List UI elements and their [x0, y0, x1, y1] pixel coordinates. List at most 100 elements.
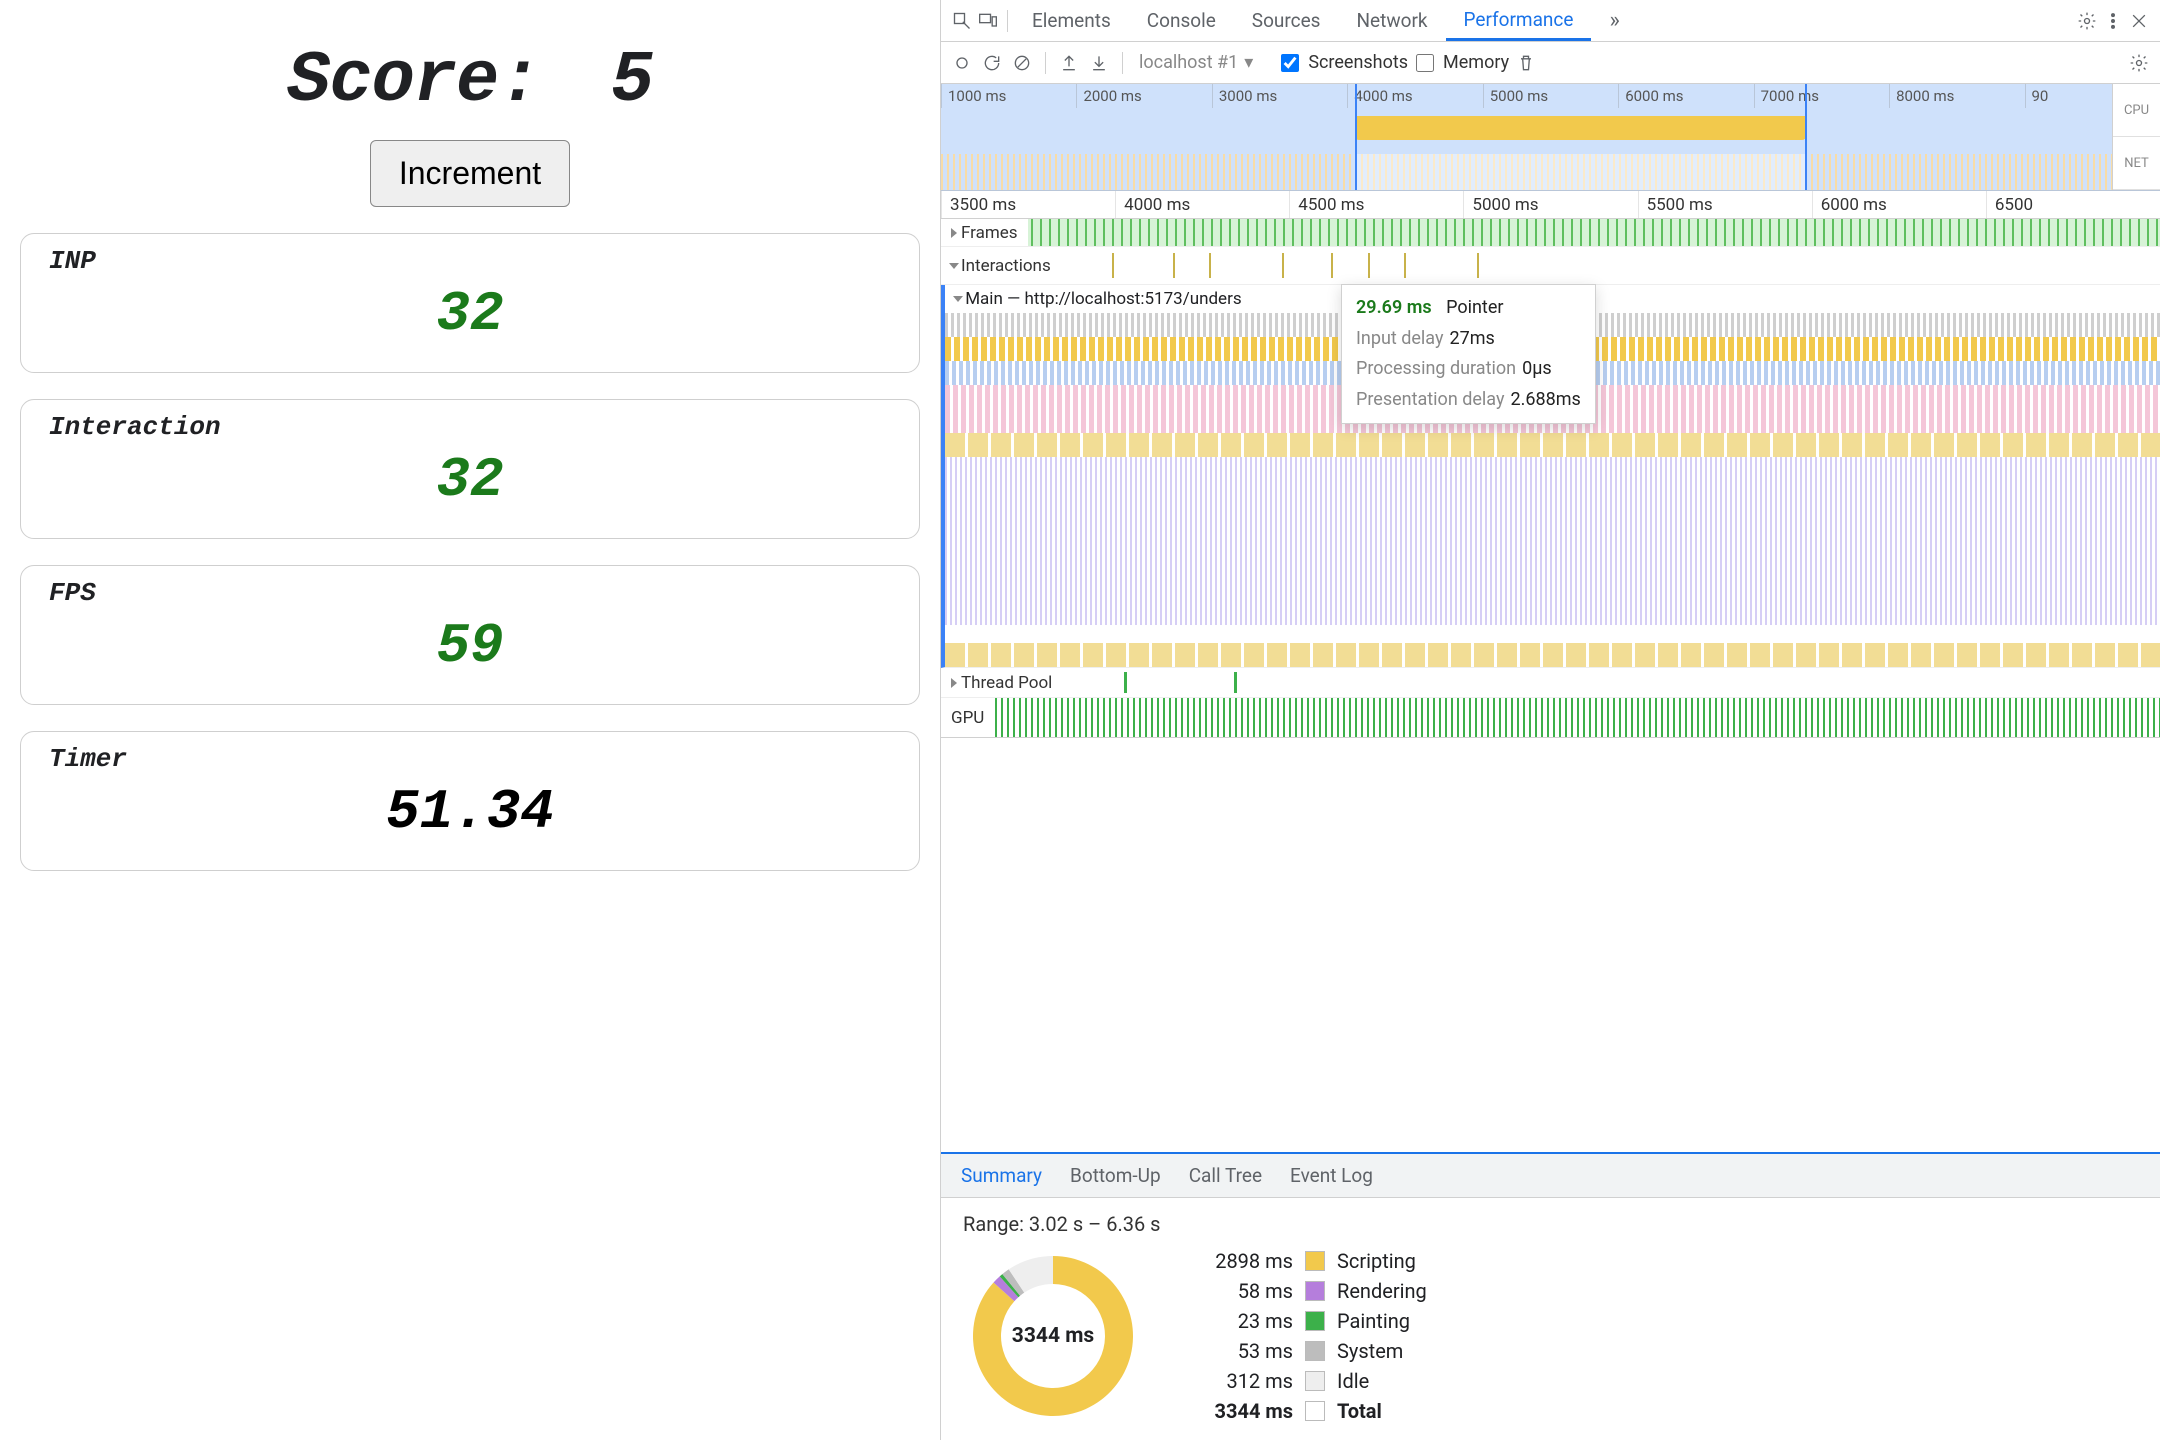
summary-panel: Range: 3.02 s – 6.36 s 3344 ms 2898 msSc…	[941, 1198, 2160, 1440]
interaction-mark[interactable]	[1477, 253, 1479, 278]
screenshots-checkbox-label: Screenshots	[1308, 52, 1408, 73]
score-label: Score:	[287, 40, 540, 122]
metric-title: FPS	[49, 578, 891, 608]
overview-cpu-label: CPU	[2113, 84, 2160, 137]
increment-button[interactable]: Increment	[370, 140, 570, 207]
overview-tick: 3000 ms	[1212, 84, 1347, 108]
clear-icon[interactable]	[1009, 50, 1035, 76]
detail-tab-call-tree[interactable]: Call Tree	[1189, 1164, 1262, 1187]
detail-tab-event-log[interactable]: Event Log	[1290, 1164, 1373, 1187]
score-heading: Score: 5	[20, 40, 920, 122]
inspect-icon[interactable]	[949, 8, 975, 34]
interaction-mark[interactable]	[1209, 253, 1211, 278]
context-selector[interactable]: localhost #1 ▾	[1133, 52, 1259, 73]
memory-checkbox-label: Memory	[1443, 52, 1509, 73]
expand-icon[interactable]	[951, 678, 957, 688]
devtools-tab-sources[interactable]: Sources	[1234, 0, 1339, 41]
expand-icon[interactable]	[951, 228, 957, 238]
interaction-mark[interactable]	[1112, 253, 1114, 278]
screenshots-checkbox[interactable]: Screenshots	[1277, 51, 1408, 75]
collapse-icon[interactable]	[949, 263, 959, 269]
detail-tick: 4500 ms	[1289, 191, 1463, 218]
devtools-tab-elements[interactable]: Elements	[1014, 0, 1129, 41]
record-icon[interactable]	[949, 50, 975, 76]
flamechart-area[interactable]: Frames Interactions Main — http://localh…	[941, 219, 2160, 1154]
summary-donut: 3344 ms	[963, 1246, 1143, 1426]
gpu-lane-label: GPU	[951, 708, 984, 728]
thread-pool-label: Thread Pool	[961, 673, 1052, 693]
gc-icon[interactable]	[1513, 50, 1539, 76]
capture-settings-gear-icon[interactable]	[2126, 50, 2152, 76]
separator	[1007, 10, 1008, 32]
tooltip-row: Input delay27ms	[1356, 324, 1581, 355]
detail-tick: 6000 ms	[1812, 191, 1986, 218]
interaction-mark[interactable]	[1282, 253, 1284, 278]
memory-checkbox-input[interactable]	[1416, 54, 1434, 72]
reload-icon[interactable]	[979, 50, 1005, 76]
metric-card: INP 32	[20, 233, 920, 373]
frames-lane[interactable]: Frames	[941, 219, 2160, 247]
overview-tick: 8000 ms	[1889, 84, 2024, 108]
legend-row: 312 msIdle	[1183, 1366, 1427, 1396]
detail-tab-bottom-up[interactable]: Bottom-Up	[1070, 1164, 1161, 1187]
overview-tick: 1000 ms	[941, 84, 1076, 108]
detail-tick: 5500 ms	[1638, 191, 1812, 218]
tooltip-row: Processing duration0µs	[1356, 354, 1581, 385]
interactions-lane-label: Interactions	[961, 256, 1051, 276]
context-label: localhost #1	[1139, 52, 1238, 73]
settings-gear-icon[interactable]	[2074, 8, 2100, 34]
legend-total: 3344 msTotal	[1183, 1396, 1427, 1426]
screenshots-checkbox-input[interactable]	[1281, 54, 1299, 72]
metric-title: Interaction	[49, 412, 891, 442]
overview-selection-handles[interactable]	[1355, 84, 1806, 190]
overview-side-labels: CPU NET	[2112, 84, 2160, 190]
score-value: 5	[611, 40, 653, 122]
separator	[1045, 52, 1046, 74]
legend-row: 58 msRendering	[1183, 1276, 1427, 1306]
metric-card: Interaction 32	[20, 399, 920, 539]
metric-title: INP	[49, 246, 891, 276]
interaction-mark[interactable]	[1404, 253, 1406, 278]
overview-strip[interactable]: 1000 ms2000 ms3000 ms4000 ms5000 ms6000 …	[941, 84, 2160, 191]
devtools-tab-performance[interactable]: Performance	[1446, 0, 1592, 41]
detail-tick: 5000 ms	[1463, 191, 1637, 218]
summary-range: Range: 3.02 s – 6.36 s	[963, 1212, 2138, 1236]
devtools-tab-network[interactable]: Network	[1338, 0, 1445, 41]
app-pane: Score: 5 Increment INP 32 Interaction 32 F…	[0, 0, 940, 1440]
detail-ruler: 3500 ms4000 ms4500 ms5000 ms5500 ms6000 …	[941, 191, 2160, 219]
upload-profile-icon[interactable]	[1056, 50, 1082, 76]
thread-pool-mark	[1234, 672, 1237, 693]
kebab-menu-icon[interactable]	[2100, 8, 2126, 34]
interaction-mark[interactable]	[1173, 253, 1175, 278]
devtools-pane: ElementsConsoleSourcesNetworkPerformance…	[940, 0, 2160, 1440]
frames-lane-label: Frames	[961, 223, 1018, 243]
metric-title: Timer	[49, 744, 891, 774]
detail-tabs: Summary Bottom-Up Call Tree Event Log	[941, 1154, 2160, 1198]
metric-value: 59	[49, 614, 891, 678]
tooltip-row: Presentation delay2.688ms	[1356, 385, 1581, 416]
collapse-icon[interactable]	[953, 296, 963, 302]
interaction-mark[interactable]	[1331, 253, 1333, 278]
memory-checkbox[interactable]: Memory	[1412, 51, 1509, 75]
more-tabs-button[interactable]: »	[1591, 0, 1637, 41]
close-devtools-icon[interactable]	[2126, 8, 2152, 34]
summary-legend: 2898 msScripting58 msRendering23 msPaint…	[1183, 1246, 1427, 1426]
devtools-tabbar: ElementsConsoleSourcesNetworkPerformance…	[941, 0, 2160, 42]
detail-tab-summary[interactable]: Summary	[961, 1164, 1042, 1187]
metric-card: FPS 59	[20, 565, 920, 705]
devtools-tab-console[interactable]: Console	[1129, 0, 1234, 41]
main-lane-label: Main — http://localhost:5173/unders	[965, 289, 1241, 309]
tooltip-time: 29.69 ms	[1356, 297, 1432, 318]
interaction-mark[interactable]	[1368, 253, 1370, 278]
thread-pool-mark	[1124, 672, 1127, 693]
donut-center-label: 3344 ms	[963, 1246, 1143, 1426]
interactions-lane[interactable]: Interactions	[941, 247, 2160, 285]
thread-pool-lane[interactable]: Thread Pool	[941, 668, 2160, 698]
download-profile-icon[interactable]	[1086, 50, 1112, 76]
device-toolbar-icon[interactable]	[975, 8, 1001, 34]
tooltip-event: Pointer	[1446, 297, 1503, 318]
separator	[1122, 52, 1123, 74]
interaction-tooltip: 29.69 ms Pointer Input delay27msProcessi…	[1341, 284, 1596, 424]
metric-card: Timer 51.34	[20, 731, 920, 871]
gpu-lane[interactable]: GPU	[941, 698, 2160, 738]
